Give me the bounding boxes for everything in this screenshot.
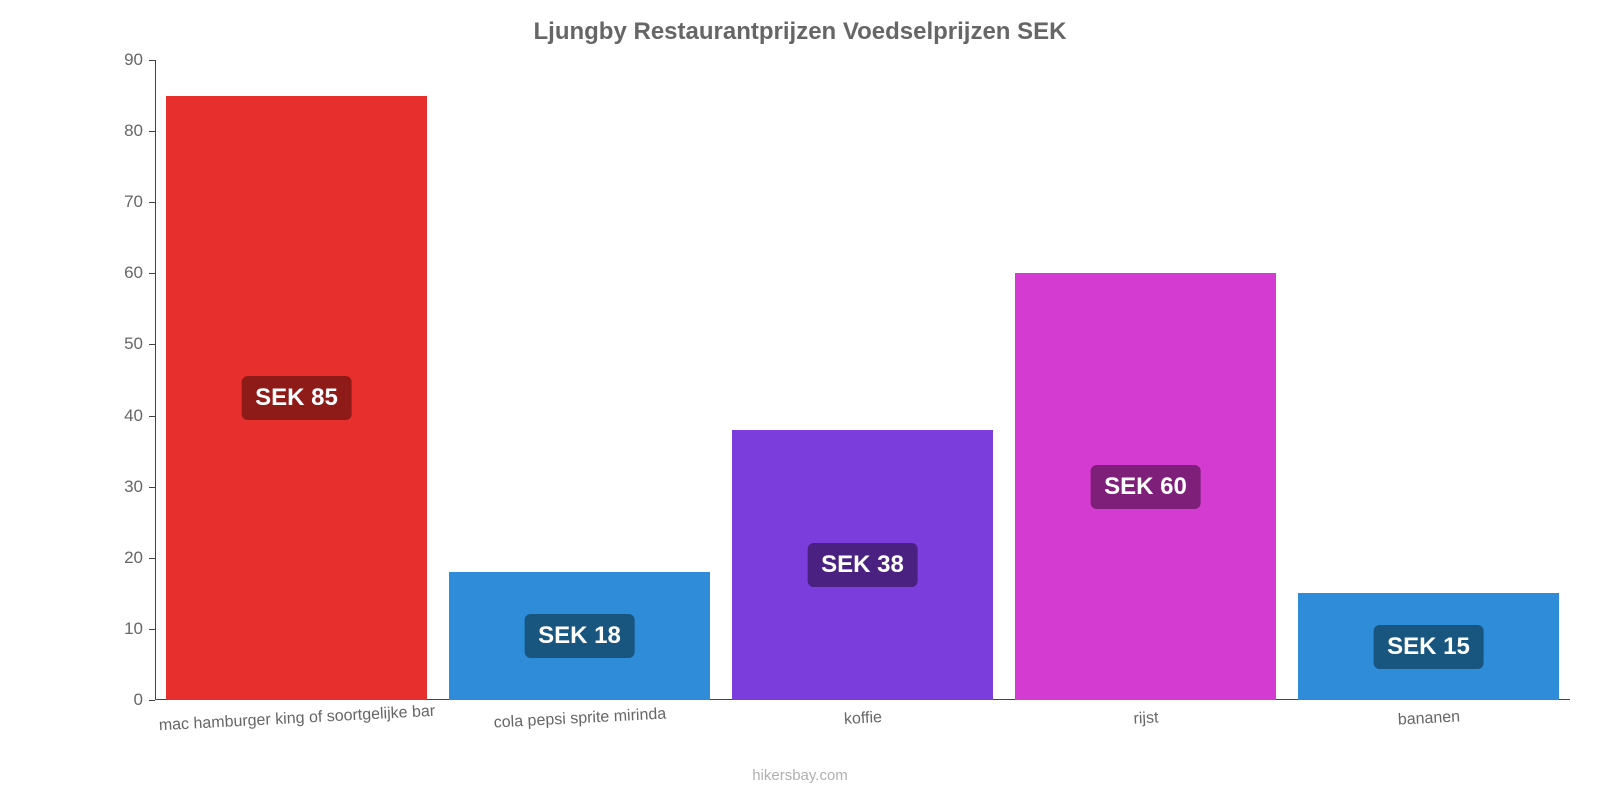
y-tick-mark: [149, 344, 155, 345]
x-tick-label: cola pepsi sprite mirinda: [493, 705, 666, 732]
y-tick-label: 10: [124, 619, 143, 639]
value-badge: SEK 38: [807, 543, 918, 587]
y-tick-mark: [149, 416, 155, 417]
value-badge: SEK 60: [1090, 465, 1201, 509]
y-tick-label: 70: [124, 192, 143, 212]
y-tick-mark: [149, 700, 155, 701]
y-tick-label: 90: [124, 50, 143, 70]
chart-title: Ljungby Restaurantprijzen Voedselprijzen…: [0, 18, 1600, 46]
y-tick-label: 40: [124, 406, 143, 426]
y-tick-mark: [149, 60, 155, 61]
value-badge: SEK 85: [241, 376, 352, 420]
y-tick-mark: [149, 487, 155, 488]
y-tick-mark: [149, 202, 155, 203]
y-tick-mark: [149, 273, 155, 274]
x-tick-label: bananen: [1397, 708, 1460, 729]
y-tick-label: 80: [124, 121, 143, 141]
y-tick-label: 50: [124, 334, 143, 354]
x-tick-label: rijst: [1133, 709, 1159, 728]
y-tick-label: 30: [124, 477, 143, 497]
y-tick-mark: [149, 629, 155, 630]
plot-area: 0102030405060708090SEK 85mac hamburger k…: [155, 60, 1570, 700]
y-tick-label: 0: [134, 690, 143, 710]
x-tick-label: mac hamburger king of soortgelijke bar: [158, 703, 435, 735]
y-tick-label: 60: [124, 263, 143, 283]
y-tick-mark: [149, 558, 155, 559]
y-tick-mark: [149, 131, 155, 132]
chart-container: Ljungby Restaurantprijzen Voedselprijzen…: [0, 0, 1600, 800]
value-badge: SEK 15: [1373, 625, 1484, 669]
value-badge: SEK 18: [524, 614, 635, 658]
y-axis-line: [155, 60, 156, 700]
x-tick-label: koffie: [843, 709, 882, 729]
attribution-text: hikersbay.com: [0, 767, 1600, 784]
y-tick-label: 20: [124, 548, 143, 568]
